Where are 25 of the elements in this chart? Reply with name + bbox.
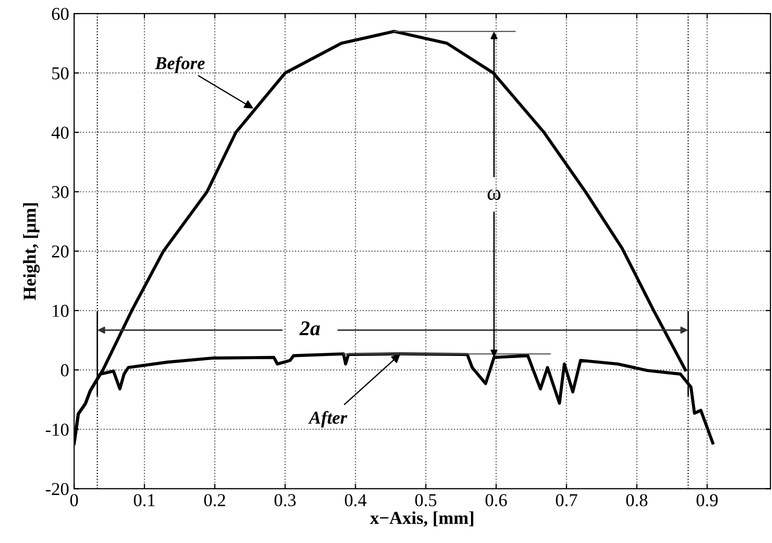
annotation: ω — [488, 189, 500, 200]
x-tick-label: 0.3 — [274, 494, 296, 506]
x-tick-label: 0.8 — [626, 494, 648, 506]
x-tick-label: 0.9 — [696, 494, 718, 506]
x-tick-label: 0.7 — [556, 494, 578, 506]
annotation: Before — [154, 56, 205, 73]
x-tick-label: 0.6 — [486, 494, 507, 506]
y-tick-label: 50 — [52, 67, 69, 80]
annotation: 2a — [299, 321, 320, 336]
y-axis-title: Height, [μm] — [23, 203, 40, 300]
x-tick-label: 0.4 — [344, 494, 366, 506]
y-tick-label: 40 — [52, 126, 69, 139]
y-tick-label: -10 — [46, 424, 69, 436]
annotation: After — [308, 410, 348, 428]
y-tick-label: -20 — [46, 482, 69, 496]
x-tick-label: 0.5 — [415, 494, 436, 506]
y-tick-label: 10 — [52, 304, 69, 317]
y-tick-label: 60 — [52, 8, 69, 20]
y-tick-label: 30 — [52, 186, 69, 198]
y-tick-label: 0 — [60, 364, 69, 376]
x-tick-label: 0 — [70, 494, 78, 506]
x-tick-label: 0.1 — [134, 494, 155, 506]
y-tick-label: 20 — [52, 245, 69, 258]
x-tick-label: 0.2 — [204, 494, 226, 506]
x-axis-title: x−Axis, [mm] — [370, 511, 474, 527]
